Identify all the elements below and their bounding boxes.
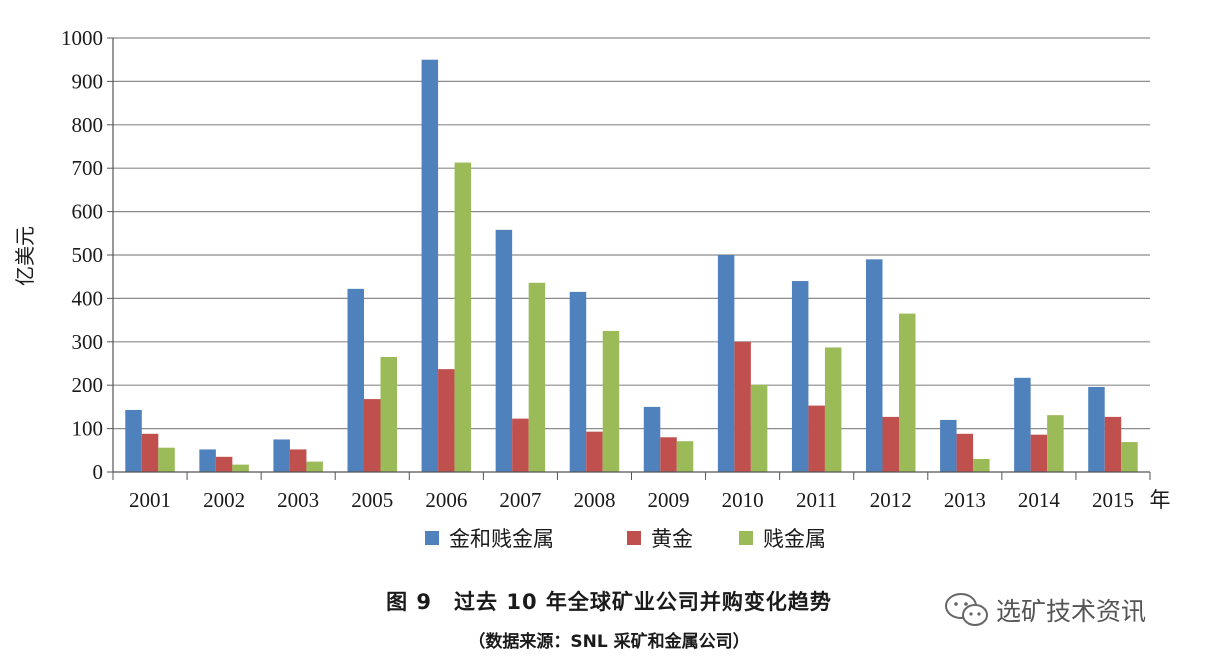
y-tick-label: 800 [72,113,104,137]
bar [973,458,990,472]
x-axis-ticks: 2001 2002 2003 2005 2006 2007 2008 2009 2010 2011… [112,472,1151,512]
bar [1088,386,1105,472]
legend-label: 黄金 [651,527,693,551]
bar [289,449,307,472]
bar [602,330,620,472]
bar [380,356,397,472]
y-axis-label: 亿美元 [13,226,37,286]
bar [1014,377,1031,472]
legend-swatch [739,531,753,545]
bar [364,399,381,472]
y-tick-label: 400 [72,286,104,310]
y-tick-label: 100 [72,417,104,441]
grid [113,37,1150,430]
x-tick-label: 2014 [1018,488,1061,512]
bar [1030,434,1048,472]
bar [956,433,974,472]
y-tick-label: 0 [93,460,104,484]
bar [750,384,768,472]
watermark-text: 选矿技术资讯 [996,597,1147,626]
y-axis-ticks: 0 100 200 300 400 500 600 700 800 900 1000 [61,26,113,484]
bar [1047,415,1064,472]
bar [1104,416,1122,472]
bar [569,291,587,472]
bar [676,441,694,472]
bars [125,59,1138,473]
bar [454,162,472,473]
bar [232,464,249,472]
legend-label: 贱金属 [763,527,826,551]
figure-caption: 图 9 过去 10 年全球矿业公司并购变化趋势 [386,590,832,614]
bar [660,437,677,472]
bar [215,456,233,472]
legend: 金和贱金属 黄金 贱金属 [425,527,826,551]
x-axis-unit: 年 [1150,488,1171,512]
legend-swatch [425,531,439,545]
x-tick-label: 2002 [203,488,245,512]
y-tick-label: 200 [72,373,104,397]
figure-source: （数据来源：SNL 采矿和金属公司） [468,632,750,652]
bar [199,449,216,472]
legend-item: 金和贱金属 [425,527,554,551]
bar [824,347,842,472]
bar [158,447,175,472]
bar [421,59,439,472]
x-tick-label: 2011 [796,488,837,512]
bar [882,416,899,472]
bar [734,341,751,472]
legend-label: 金和贱金属 [449,527,554,551]
y-tick-label: 300 [72,330,104,354]
bar [512,418,529,472]
bar [791,281,809,472]
x-tick-label: 2012 [870,488,912,512]
x-tick-label: 2003 [277,488,319,512]
bar [866,259,883,472]
bar [643,406,661,472]
y-tick-label: 1000 [61,26,103,50]
y-tick-label: 600 [72,200,104,224]
bar [899,313,916,472]
bar [717,255,735,472]
bar [306,461,323,472]
x-tick-label: 2010 [722,488,764,512]
watermark: 选矿技术资讯 [944,590,1146,630]
legend-item: 贱金属 [739,527,826,551]
bar [586,431,603,472]
bar [141,433,159,472]
wechat-icon [945,593,988,626]
bar [1121,442,1138,472]
x-tick-label: 2013 [944,488,986,512]
bar [347,288,364,472]
y-tick-label: 900 [72,69,104,93]
x-tick-label: 2009 [648,488,690,512]
bar [125,409,142,472]
x-tick-label: 2007 [499,488,541,512]
legend-swatch [627,531,641,545]
bar [940,419,957,472]
x-tick-label: 2006 [425,488,467,512]
y-tick-label: 700 [72,156,104,180]
x-tick-label: 2001 [129,488,171,512]
bar [273,439,290,472]
bar [495,229,513,472]
x-tick-label: 2015 [1092,488,1134,512]
x-tick-label: 2005 [351,488,393,512]
bar [528,282,546,472]
x-tick-label: 2008 [573,488,615,512]
y-tick-label: 500 [72,243,104,267]
legend-item: 黄金 [627,527,693,551]
bar [808,405,825,472]
bar [438,369,455,472]
